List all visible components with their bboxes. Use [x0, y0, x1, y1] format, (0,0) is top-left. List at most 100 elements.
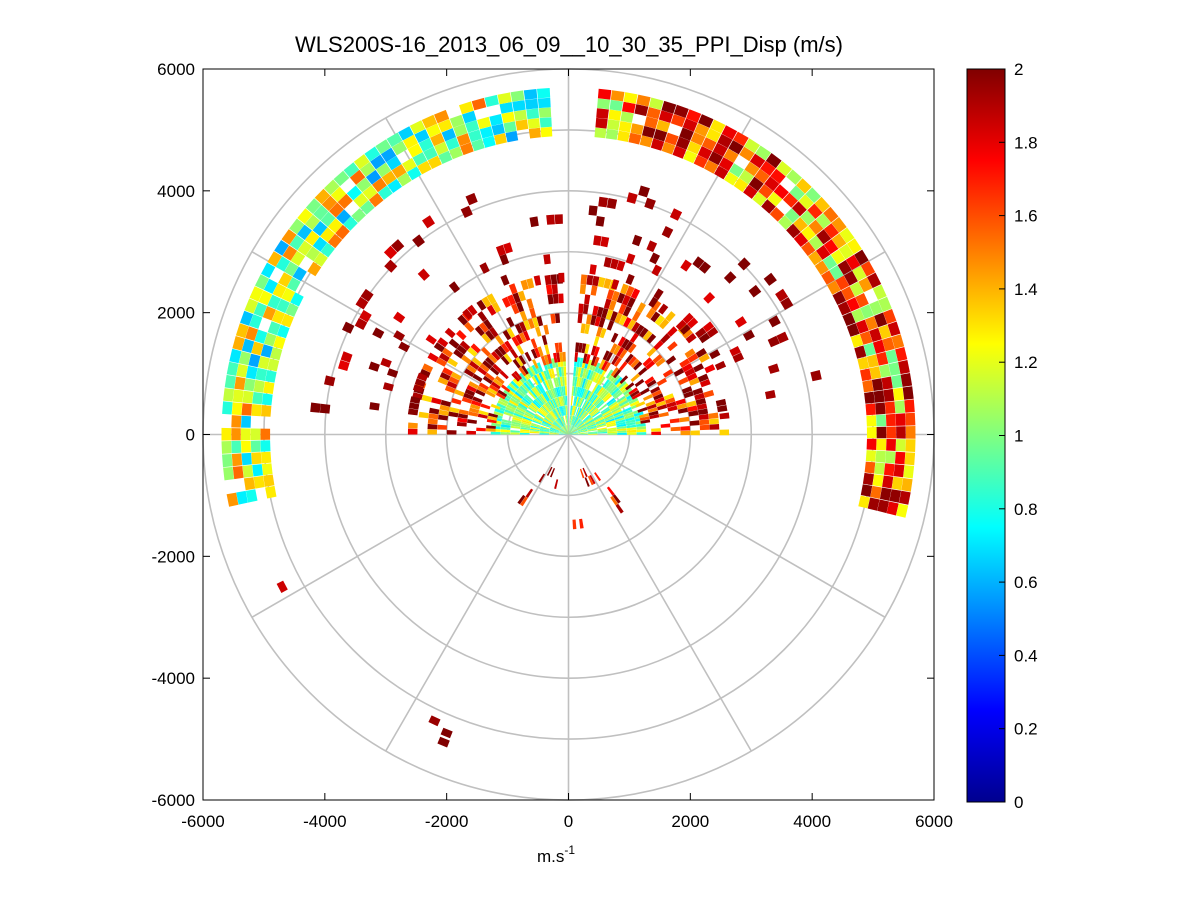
data-cell: [625, 353, 634, 364]
data-cell: [692, 256, 705, 269]
data-cell: [643, 394, 653, 401]
data-cell: [580, 388, 585, 398]
colorbar-tick-label: 1.8: [1014, 133, 1038, 152]
data-cell: [573, 366, 577, 377]
data-cell: [582, 304, 589, 315]
data-cell: [619, 383, 629, 392]
data-cell: [619, 375, 629, 384]
data-cell: [267, 358, 280, 372]
data-cell: [679, 416, 690, 423]
data-cell: [619, 349, 628, 359]
data-cell: [501, 421, 512, 426]
data-cell: [698, 413, 709, 420]
data-cell: [549, 433, 559, 435]
data-cell: [540, 426, 550, 430]
data-cell: [704, 364, 716, 374]
data-cell: [448, 376, 460, 385]
data-cell: [558, 272, 565, 283]
data-cell: [568, 427, 576, 435]
data-cell: [511, 372, 520, 382]
data-cell: [525, 488, 534, 498]
data-cell: [650, 311, 661, 323]
data-cell: [597, 431, 608, 434]
data-cell: [613, 391, 623, 400]
data-cell: [636, 423, 646, 427]
data-cell: [516, 389, 525, 398]
data-cell: [281, 287, 296, 303]
data-cell: [560, 416, 565, 426]
data-cell: [905, 439, 916, 452]
data-cell: [487, 415, 498, 421]
data-cell: [503, 411, 514, 417]
data-cell: [855, 293, 869, 308]
data-cell: [465, 120, 480, 133]
data-cell: [501, 384, 511, 393]
data-cell: [510, 90, 525, 102]
data-cell: [681, 328, 693, 339]
data-cell: [885, 349, 898, 364]
data-cell: [875, 402, 886, 415]
data-cell: [410, 396, 421, 404]
data-cell: [542, 404, 550, 413]
data-cell: [883, 463, 895, 477]
data-cell: [615, 417, 625, 422]
data-cell: [466, 384, 477, 393]
data-cell: [501, 296, 511, 308]
data-cell: [631, 310, 641, 322]
data-cell: [598, 359, 606, 370]
data-cell: [896, 503, 909, 518]
data-cell: [558, 406, 563, 417]
data-cell: [461, 396, 473, 404]
data-cell: [521, 421, 531, 426]
data-cell: [251, 452, 262, 465]
data-cell: [608, 109, 622, 121]
data-cell: [529, 431, 540, 434]
data-cell: [549, 433, 559, 435]
data-cell: [653, 288, 664, 300]
data-cell: [533, 386, 541, 396]
data-cell: [576, 422, 585, 429]
data-cell: [595, 418, 605, 424]
data-cell: [866, 427, 877, 439]
data-cell: [574, 419, 581, 427]
data-cell: [688, 410, 699, 417]
data-cell: [457, 413, 468, 419]
data-cell: [796, 178, 812, 194]
data-cell: [493, 411, 504, 417]
data-cell: [304, 230, 320, 246]
data-cell: [821, 270, 835, 285]
data-cell: [418, 137, 434, 152]
data-cell: [606, 397, 615, 406]
data-cell: [793, 232, 809, 247]
data-cell: [364, 146, 381, 162]
data-cell: [614, 312, 623, 324]
data-cell: [477, 385, 488, 394]
data-cell: [498, 397, 509, 405]
data-cell: [682, 312, 694, 324]
data-cell: [883, 309, 897, 324]
data-cell: [485, 356, 495, 367]
data-cell: [437, 119, 453, 133]
data-cell: [586, 403, 594, 412]
data-cell: [449, 114, 465, 128]
data-cell: [545, 284, 553, 295]
data-cell: [789, 185, 805, 201]
data-cell: [537, 395, 545, 405]
data-cell: [616, 428, 627, 431]
data-cell: [586, 424, 597, 429]
data-cell: [506, 385, 516, 394]
data-cell: [625, 273, 635, 285]
data-cell: [305, 198, 322, 214]
data-cell: [353, 154, 370, 170]
data-cell: [678, 376, 689, 386]
data-cell: [255, 367, 268, 381]
data-cell: [568, 431, 578, 435]
data-cell: [693, 154, 708, 169]
data-cell: [895, 347, 908, 362]
data-cell: [651, 428, 661, 432]
data-cell: [603, 257, 612, 268]
data-cell: [660, 333, 671, 344]
data-cell: [596, 374, 604, 385]
data-cell: [559, 429, 569, 435]
data-cell: [250, 428, 261, 440]
